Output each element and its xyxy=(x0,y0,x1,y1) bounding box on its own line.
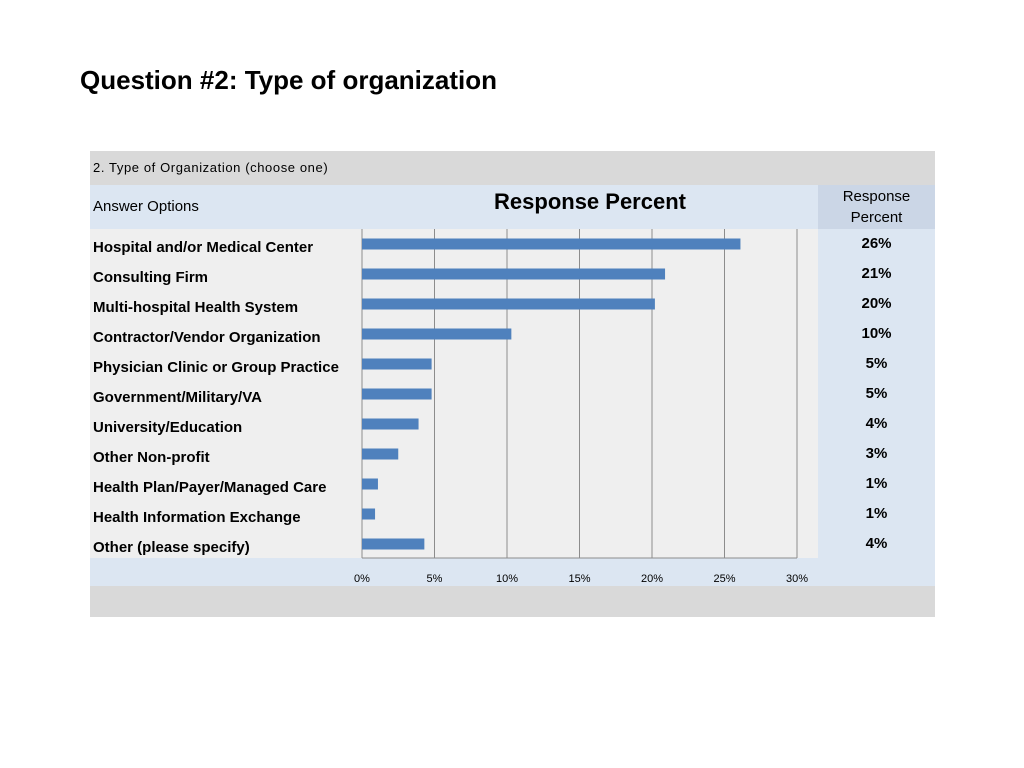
table-body: Hospital and/or Medical Center Consulting… xyxy=(90,229,935,558)
bar xyxy=(362,418,419,430)
answer-options-header: Answer Options xyxy=(93,198,199,215)
answer-option-label: Health Plan/Payer/Managed Care xyxy=(93,479,327,496)
answer-option-label: Government/Military/VA xyxy=(93,389,262,406)
response-percent-value: 20% xyxy=(861,295,892,312)
response-percent-header: Response Percent xyxy=(818,185,935,229)
response-percent-value: 4% xyxy=(865,415,888,432)
percent-column: 26% 21% 20% 10% 5% 5% 4% 3% 1% 1% 4% xyxy=(818,229,935,558)
survey-table: 2. Type of Organization (choose one) Ans… xyxy=(90,151,935,617)
response-percent-value: 4% xyxy=(865,535,888,552)
response-percent-value: 5% xyxy=(865,385,888,402)
bar xyxy=(362,448,399,460)
x-tick-label: 0% xyxy=(354,573,370,585)
answer-option-label: Other (please specify) xyxy=(93,539,250,556)
answer-option-label: Contractor/Vendor Organization xyxy=(93,329,321,346)
response-percent-value: 1% xyxy=(865,475,888,492)
axis-row xyxy=(90,558,935,586)
response-percent-bar-chart: 0% 5% 10% 15% 20% 25% 30% xyxy=(354,229,808,585)
page-title: Question #2: Type of organization xyxy=(80,65,497,95)
answer-option-label: Hospital and/or Medical Center xyxy=(93,239,314,256)
response-percent-value: 26% xyxy=(861,235,892,252)
x-tick-label: 25% xyxy=(713,573,735,585)
question-text: 2. Type of Organization (choose one) xyxy=(93,160,329,175)
x-tick-label: 20% xyxy=(641,573,663,585)
response-percent-value: 10% xyxy=(861,325,892,342)
answer-option-label: Physician Clinic or Group Practice xyxy=(93,359,339,376)
response-percent-value: 21% xyxy=(861,265,892,282)
answer-option-label: University/Education xyxy=(93,419,243,436)
bar xyxy=(362,328,512,340)
x-tick-label: 5% xyxy=(427,573,443,585)
response-percent-header-label: Response Percent xyxy=(842,188,911,226)
answer-option-label: Multi-hospital Health System xyxy=(93,299,299,316)
bar xyxy=(362,538,425,550)
bar xyxy=(362,298,655,310)
response-percent-value: 5% xyxy=(865,355,888,372)
bar xyxy=(362,268,666,280)
answer-option-label: Health Information Exchange xyxy=(93,509,301,526)
bar xyxy=(362,508,376,520)
response-percent-value: 3% xyxy=(865,445,888,462)
x-tick-label: 30% xyxy=(786,573,808,585)
bar xyxy=(362,388,432,400)
bar xyxy=(362,358,432,370)
response-percent-value: 1% xyxy=(865,505,888,522)
x-tick-label: 15% xyxy=(568,573,590,585)
bar xyxy=(362,238,741,250)
table-header-row: Answer Options Response Percent Response… xyxy=(90,185,935,229)
chart-title: Response Percent xyxy=(494,189,686,214)
x-tick-label: 10% xyxy=(496,573,518,585)
bar xyxy=(362,478,378,490)
answer-option-label: Consulting Firm xyxy=(93,269,208,286)
answer-option-label: Other Non-profit xyxy=(93,449,210,466)
